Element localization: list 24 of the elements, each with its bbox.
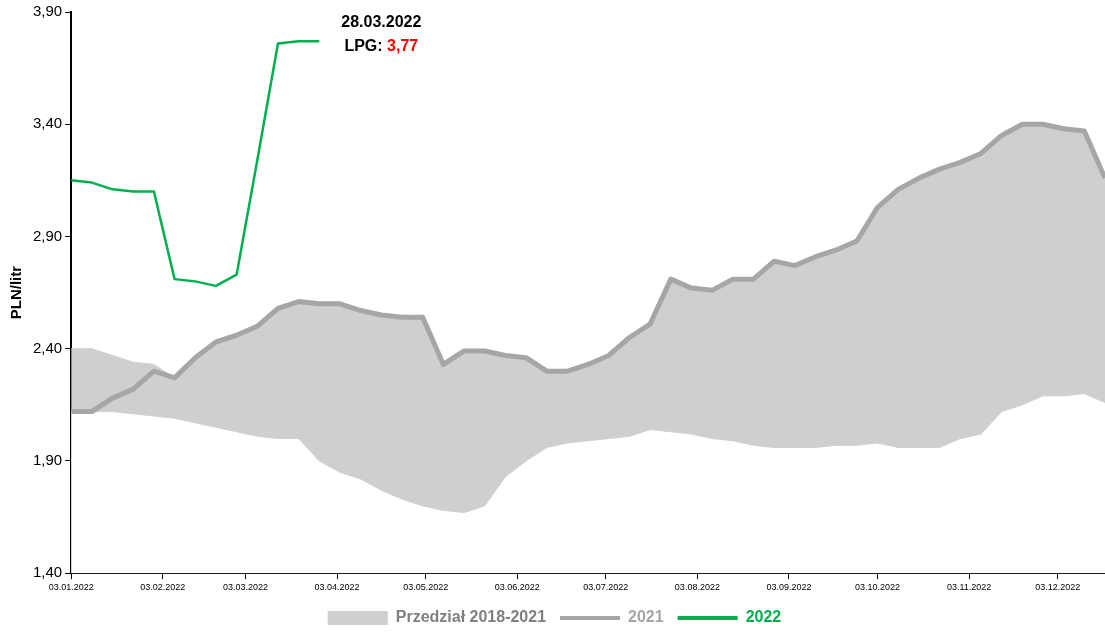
annotation: 28.03.2022 — [341, 12, 422, 30]
x-tick-label: 03.08.2022 — [674, 582, 720, 593]
annotation: LPG: 3,77 — [344, 36, 419, 54]
y-tick-label: 3,40 — [32, 114, 63, 132]
x-tick-label: 03.05.2022 — [403, 582, 449, 593]
x-tick-label: 03.01.2022 — [48, 582, 94, 593]
y-tick-label: 3,90 — [32, 2, 63, 20]
x-tick-label: 03.11.2022 — [946, 582, 992, 593]
x-tick-label: 03.10.2022 — [855, 582, 901, 593]
x-tick-label: 03.07.2022 — [583, 582, 629, 593]
y-tick-label: 2,40 — [32, 338, 63, 356]
legend-label: Przedział 2018-2021 — [395, 608, 547, 626]
x-tick-label: 03.09.2022 — [766, 582, 812, 593]
y-tick-label: 1,40 — [32, 563, 63, 581]
legend-label: 2022 — [745, 608, 782, 626]
y-tick-label: 2,90 — [32, 226, 63, 244]
x-tick-label: 03.02.2022 — [140, 582, 186, 593]
x-tick-label: 03.04.2022 — [314, 582, 360, 593]
x-tick-label: 03.12.2022 — [1035, 582, 1081, 593]
x-tick-label: 03.03.2022 — [222, 582, 268, 593]
y-axis-title: PLN/litr — [7, 265, 25, 320]
x-tick-label: 03.06.2022 — [494, 582, 540, 593]
legend-label: 2021 — [628, 608, 664, 626]
y-tick-label: 1,90 — [32, 451, 63, 469]
